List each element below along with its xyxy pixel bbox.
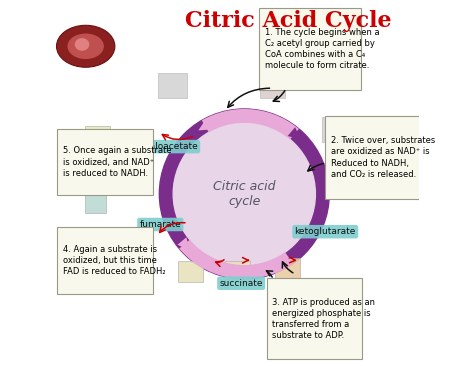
- FancyBboxPatch shape: [274, 258, 300, 280]
- Ellipse shape: [75, 38, 89, 51]
- Text: 3. ATP is produced as an
energized phosphate is
transferred from a
substrate to : 3. ATP is produced as an energized phosp…: [273, 298, 375, 340]
- Polygon shape: [288, 247, 301, 259]
- FancyBboxPatch shape: [85, 126, 110, 147]
- Ellipse shape: [56, 25, 115, 67]
- Polygon shape: [198, 119, 212, 130]
- Circle shape: [173, 123, 315, 265]
- Polygon shape: [202, 109, 299, 139]
- Text: 1. The cycle begins when a
C₂ acetyl group carried by
CoA combines with a C₄
mol: 1. The cycle begins when a C₂ acetyl gro…: [265, 28, 380, 70]
- Ellipse shape: [67, 34, 104, 59]
- Polygon shape: [179, 240, 293, 279]
- Polygon shape: [288, 127, 301, 139]
- Text: fumarate: fumarate: [139, 220, 181, 229]
- FancyBboxPatch shape: [322, 117, 347, 142]
- FancyBboxPatch shape: [325, 116, 421, 199]
- Text: 2. Twice over, substrates
are oxidized as NAD⁺ is
Reduced to NADH,
and CO₂ is re: 2. Twice over, substrates are oxidized a…: [331, 136, 435, 179]
- Circle shape: [173, 123, 315, 265]
- FancyBboxPatch shape: [259, 8, 361, 90]
- Text: Citric Acid Cycle: Citric Acid Cycle: [185, 10, 392, 32]
- Text: 4. Again a substrate is
oxidized, but this time
FAD is reduced to FADH₂: 4. Again a substrate is oxidized, but th…: [63, 245, 165, 276]
- Text: oxaloacetate: oxaloacetate: [139, 142, 198, 151]
- FancyBboxPatch shape: [85, 191, 107, 213]
- FancyBboxPatch shape: [57, 227, 153, 294]
- FancyBboxPatch shape: [158, 73, 187, 98]
- Polygon shape: [177, 237, 190, 250]
- Text: succinate: succinate: [219, 279, 263, 288]
- FancyBboxPatch shape: [178, 261, 203, 282]
- Circle shape: [159, 109, 329, 279]
- FancyBboxPatch shape: [260, 73, 285, 98]
- FancyBboxPatch shape: [266, 278, 363, 359]
- FancyBboxPatch shape: [225, 261, 250, 282]
- Text: Citric acid
cycle: Citric acid cycle: [213, 180, 275, 208]
- Text: 5. Once again a substrate
is oxidized, and NAD⁺
is reduced to NADH.: 5. Once again a substrate is oxidized, a…: [63, 146, 171, 178]
- Text: ketoglutarate: ketoglutarate: [294, 227, 356, 236]
- FancyBboxPatch shape: [57, 129, 153, 195]
